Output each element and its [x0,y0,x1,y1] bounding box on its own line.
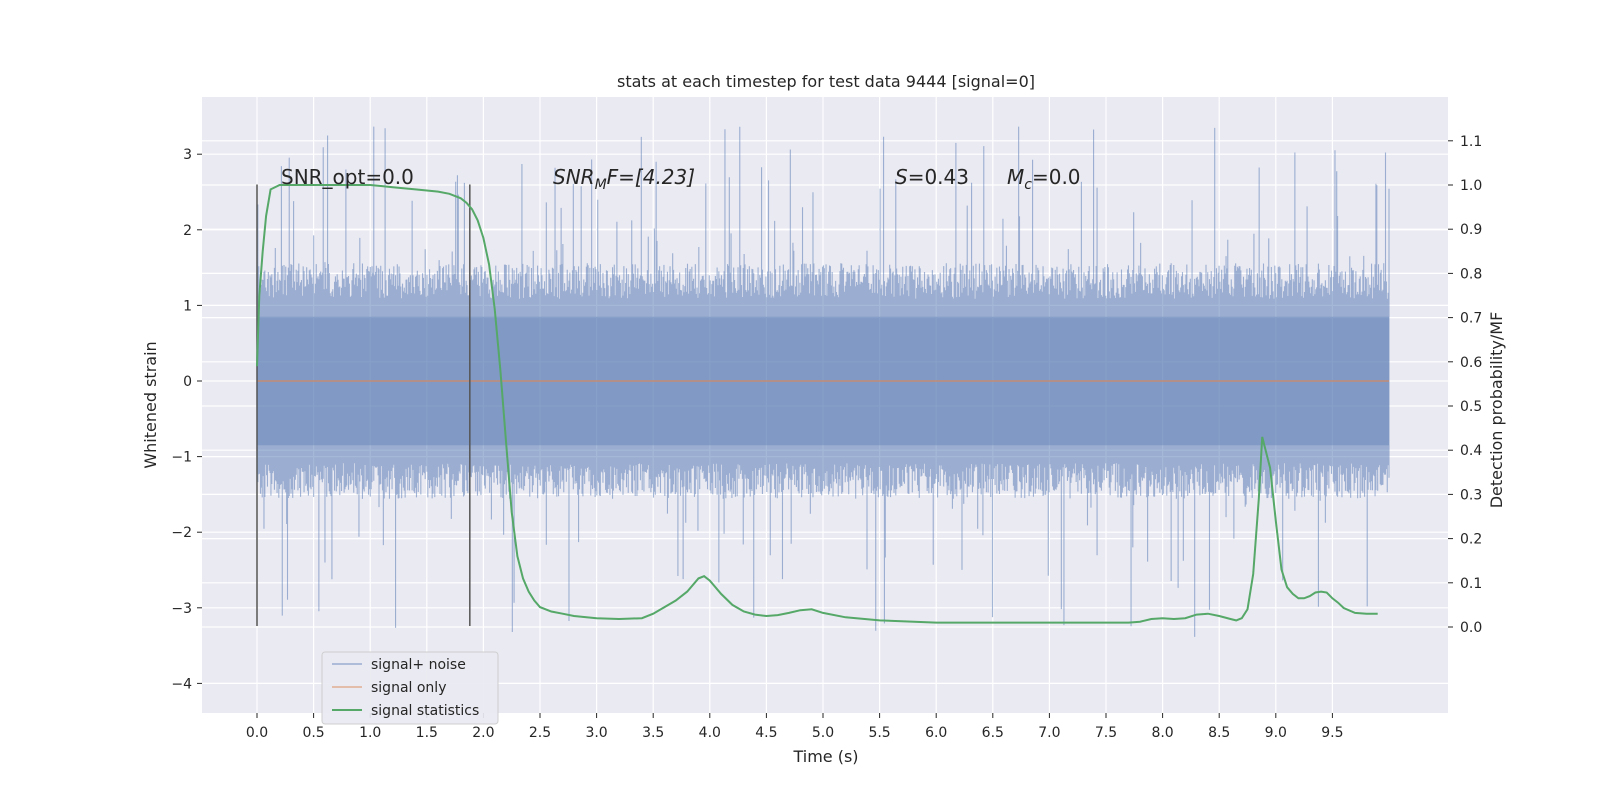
annotation-snr-opt: SNR_opt=0.0 [281,165,414,189]
legend-label-noise: signal+ noise [371,657,466,673]
y-axis-label: Whitened strain [141,341,160,468]
y-right-tick-label: 0.3 [1460,487,1482,503]
y-tick-label: 1 [183,298,192,314]
legend-label-statistics: signal statistics [371,703,479,719]
y-right-tick-label: 0.5 [1460,399,1482,415]
x-tick-label: 4.0 [699,725,721,741]
y-tick-label: −2 [171,525,192,541]
y-tick-label: 3 [183,147,192,163]
x-tick-label: 3.5 [642,725,664,741]
annotation-mc-value: =0.0 [1032,165,1081,189]
y-right-tick-label: 1.0 [1460,178,1482,194]
y-tick-label: 0 [183,374,192,390]
y-right-tick-label: 1.1 [1460,134,1482,150]
annotation-mc-sub: c [1024,177,1032,193]
x-axis-label: Time (s) [792,747,858,766]
y-right-tick-label: 0.2 [1460,532,1482,548]
annotation-s: S=0.43 [895,165,969,189]
legend: signal+ noise signal only signal statist… [321,651,499,725]
x-tick-label: 7.0 [1038,725,1060,741]
annotation-snr-mf: SNRMF=[4.23] [553,165,695,193]
series-signal-statistics [256,184,1378,624]
y-tick-label: −3 [171,601,192,617]
x-tick-label: 8.5 [1208,725,1230,741]
x-tick-label: 2.5 [529,725,551,741]
y-right-tick-label: 0.6 [1460,355,1482,371]
annotation-snr-mf-base: SNR [553,165,595,189]
x-tick-label: 4.5 [755,725,777,741]
y-tick-label: −4 [171,676,192,692]
y-right-tick-label: 0.4 [1460,443,1482,459]
chart-title: stats at each timestep for test data 944… [617,72,1035,91]
annotation-snr-mf-sub: M [595,177,607,193]
x-tick-label: 9.0 [1265,725,1287,741]
annotation-s-value: =0.43 [908,165,969,189]
y-right-tick-label: 0.8 [1460,266,1482,282]
y-right-tick-label: 0.0 [1460,620,1482,636]
x-tick-label: 5.5 [868,725,890,741]
annotation-s-label: S [895,165,908,189]
annotation-snr-mf-tail: F=[4.23] [607,165,695,189]
legend-label-signal-only: signal only [371,680,446,696]
x-tick-label: 7.5 [1095,725,1117,741]
x-tick-label: 5.0 [812,725,834,741]
x-tick-label: 0.5 [302,725,324,741]
x-tick-label: 3.0 [585,725,607,741]
x-tick-label: 6.0 [925,725,947,741]
x-tick-label: 8.0 [1151,725,1173,741]
x-tick-label: 1.5 [416,725,438,741]
annotation-mc-label: M [1007,165,1024,189]
legend-box [321,651,499,725]
x-tick-label: 6.5 [982,725,1004,741]
x-tick-label: 2.0 [472,725,494,741]
x-tick-label: 0.0 [246,725,268,741]
vertical-markers [256,184,471,626]
y-tick-label: −1 [171,450,192,466]
y-right-tick-label: 0.1 [1460,576,1482,592]
x-tick-label: 1.0 [359,725,381,741]
annotation-mc: Mc=0.0 [1007,165,1081,193]
axis-ticks: 0.0 0.5 1.0 1.5 2.0 2.5 3.0 3.5 4.0 4.5 5.0 5.5 6.0 6… [171,134,1482,741]
y-right-tick-label: 0.9 [1460,222,1482,238]
y-axis-right-label: Detection probability/MF [1487,312,1506,509]
y-right-tick-label: 0.7 [1460,311,1482,327]
y-tick-label: 2 [183,223,192,239]
x-tick-label: 9.5 [1321,725,1343,741]
